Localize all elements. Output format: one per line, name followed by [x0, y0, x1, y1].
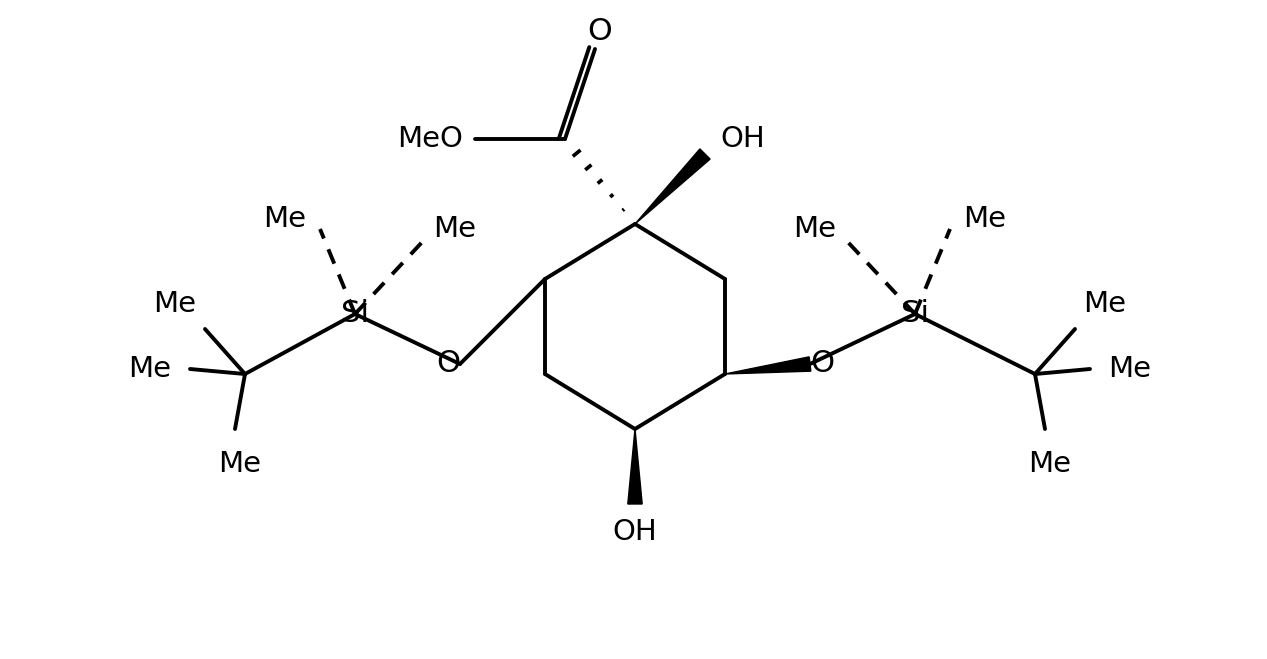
Polygon shape [635, 149, 710, 224]
Text: Me: Me [128, 355, 171, 383]
Text: Me: Me [1083, 290, 1126, 318]
Text: Me: Me [963, 205, 1006, 233]
Polygon shape [725, 357, 811, 374]
Text: O: O [588, 16, 612, 45]
Text: O: O [436, 349, 460, 378]
Text: Me: Me [433, 215, 476, 243]
Text: MeO: MeO [397, 125, 462, 153]
Text: Me: Me [1109, 355, 1152, 383]
Text: Me: Me [264, 205, 307, 233]
Text: Si: Si [901, 299, 929, 328]
Text: Me: Me [153, 290, 196, 318]
Text: Me: Me [1029, 450, 1072, 478]
Text: Me: Me [218, 450, 261, 478]
Text: OH: OH [721, 125, 765, 153]
Polygon shape [628, 429, 642, 504]
Text: O: O [810, 349, 834, 378]
Text: Si: Si [341, 299, 369, 328]
Text: OH: OH [613, 518, 658, 546]
Text: Me: Me [793, 215, 836, 243]
